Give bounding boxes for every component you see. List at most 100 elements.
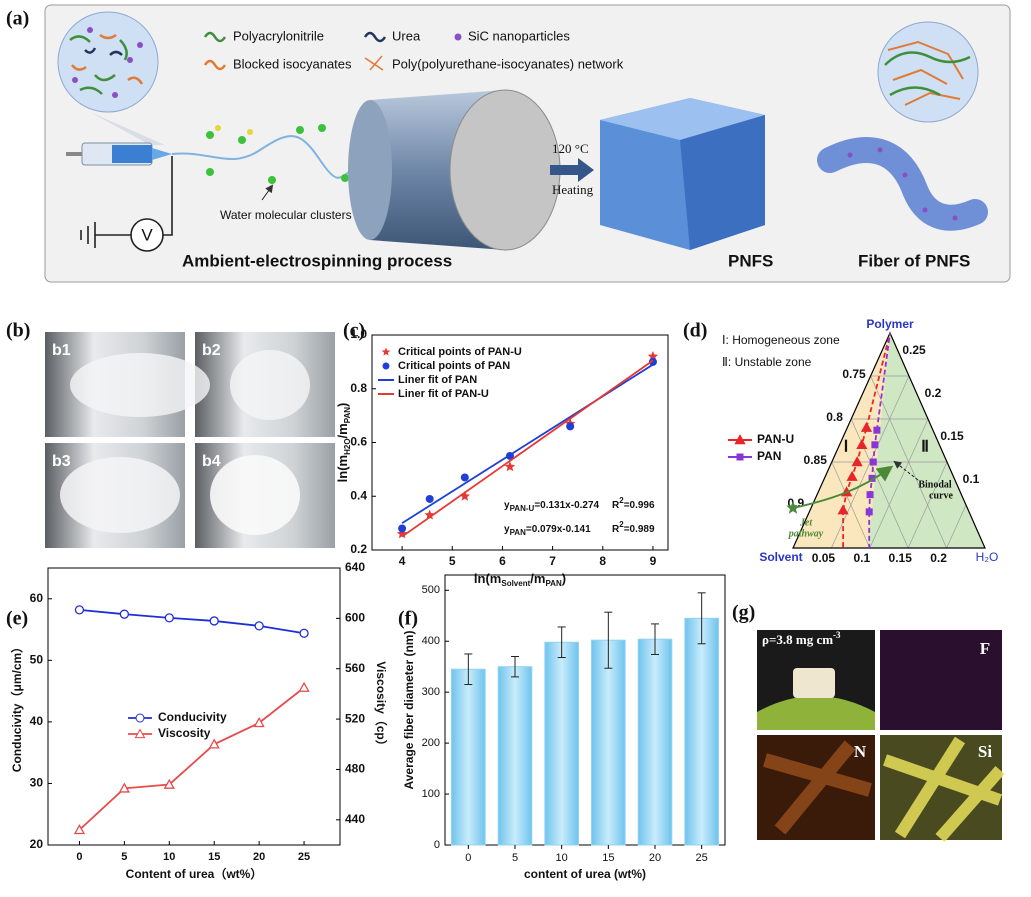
y-axis-label: Conducivity（μm/cm） (9, 641, 24, 772)
legend-label: Blocked isocyanates (233, 56, 352, 71)
fiber (817, 137, 988, 231)
density-label: ρ=3.8 mg cm-3 (762, 630, 841, 647)
point (837, 504, 849, 515)
x-tick-label: 5 (121, 851, 127, 863)
y-axis-label-part: ) (335, 403, 350, 407)
grid-line (850, 418, 909, 549)
fiber-mat (60, 457, 180, 533)
x-tick-label: 25 (696, 852, 708, 864)
legend-label: Critical points of PAN (398, 360, 510, 372)
point (73, 824, 86, 835)
point (398, 524, 407, 533)
map-n-fibers (763, 740, 872, 835)
legend-marker (734, 434, 746, 445)
point (424, 509, 435, 520)
x-tick-label: 15 (602, 852, 614, 864)
fit-line (401, 363, 654, 524)
y-tick-label: 300 (422, 686, 440, 698)
point (119, 609, 130, 619)
y-axis-label-part: /m (335, 423, 350, 438)
y-tick-label: 1.0 (350, 327, 367, 341)
bar (637, 638, 673, 846)
fiber-mat (210, 455, 300, 535)
tick-label: 0.05 (812, 551, 836, 565)
panel-a: (a) V Water molecular clusters Ambien (6, 4, 1011, 283)
x-tick-label: 8 (599, 554, 606, 568)
zone-legend: Ⅱ: Unstable zone (722, 355, 812, 369)
point (566, 422, 575, 431)
y-tick-label: 0.6 (350, 435, 367, 449)
legend-swatch (381, 347, 391, 356)
bar (684, 617, 719, 846)
y-tick-label: 0.4 (350, 488, 367, 502)
legend: Polyacrylonitrile Urea SiC nanoparticles… (203, 28, 624, 71)
point (459, 490, 470, 501)
annotation: Binodal (918, 479, 952, 490)
clusters-label: Water molecular clusters (220, 208, 352, 222)
point (869, 458, 877, 466)
cluster-arrow (261, 184, 274, 201)
corner-label: Solvent (759, 550, 802, 564)
annotation: Jet (799, 517, 813, 528)
y-axis-label-part: PAN (343, 407, 352, 424)
fit-equation-part: y (504, 524, 510, 535)
x-tick-label: 4 (399, 554, 406, 568)
network-lines (887, 40, 964, 106)
boundary-line (842, 427, 868, 511)
legend-label: Liner fit of PAN-U (398, 388, 489, 400)
point (871, 441, 879, 449)
y-axis-label: Average fiber diameter (nm) (402, 631, 416, 790)
point (851, 456, 863, 467)
annotation: curve (929, 490, 953, 501)
y-tick-label: 0 (434, 839, 440, 851)
point (425, 494, 434, 503)
x-tick-label: 20 (253, 851, 265, 863)
point (866, 491, 874, 499)
y-tick-label: 400 (422, 635, 440, 647)
point (118, 782, 130, 793)
point (209, 616, 219, 626)
bar (591, 639, 626, 846)
map-si-fibers (883, 736, 1005, 842)
point (164, 613, 174, 623)
panel-label: (d) (683, 320, 707, 342)
x-axis-label-part: PAN (545, 579, 562, 588)
point (208, 738, 220, 749)
boundary-extension (865, 332, 891, 428)
y-tick-label: 30 (30, 776, 44, 790)
x-axis-label-part: Solvent (501, 579, 530, 588)
y2-tick-label: 440 (345, 812, 365, 826)
sample (793, 668, 835, 698)
y-tick-label: 60 (30, 591, 44, 605)
x-tick-label: 5 (449, 554, 456, 568)
heating-arrow (550, 158, 594, 182)
legend-label: Poly(polyurethane-isocyanates) network (392, 56, 624, 71)
boundary-extension (875, 332, 891, 431)
y-tick-label: 0.2 (350, 542, 367, 556)
fit-r2-part: =0.989 (624, 524, 655, 535)
panel-g: (g) ρ=3.8 mg cm-3 F N Si (732, 602, 1005, 842)
legend-label: PAN (757, 449, 781, 463)
point (860, 421, 873, 432)
photo-label: b2 (202, 342, 221, 359)
bar (544, 641, 579, 846)
inset-pointer (90, 112, 165, 145)
y-tick-label: 40 (30, 714, 44, 728)
x-axis-label-part: ln(m (474, 571, 501, 586)
corner-label: Polymer (866, 317, 914, 331)
fiber-label: Fiber of PNFS (858, 251, 970, 270)
map-label: Si (978, 742, 992, 761)
x-axis-label-part: /m (530, 571, 545, 586)
y2-tick-label: 520 (345, 711, 365, 725)
point (647, 351, 659, 361)
voltmeter-label: V (141, 225, 153, 244)
fit-equation-part: PAN-U (510, 504, 535, 513)
y-tick-label: 100 (422, 788, 440, 800)
legend-label: Urea (392, 28, 421, 43)
x-axis-label: ln(mSolvent/mPAN) (474, 571, 566, 588)
fit-equation-part: PAN (510, 528, 527, 537)
point (873, 426, 881, 434)
pnfs-cube (600, 98, 765, 250)
nanoparticles (72, 27, 143, 98)
